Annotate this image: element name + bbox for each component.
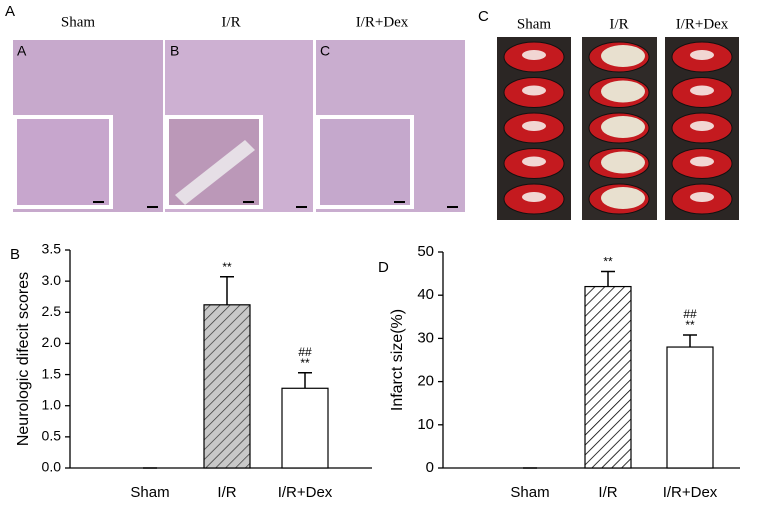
white-matter <box>690 121 714 131</box>
error-bar <box>683 334 697 348</box>
panel-label: B <box>10 246 20 263</box>
column-label: Sham <box>517 16 552 32</box>
y-tick-label: 30 <box>417 329 434 346</box>
y-tick-label: 0.0 <box>42 459 62 475</box>
x-tick-label: Sham <box>510 484 549 501</box>
y-tick-label: 10 <box>417 416 434 433</box>
white-matter <box>690 85 714 96</box>
significance-label: ## <box>298 345 312 359</box>
x-tick-label: I/R <box>598 484 617 501</box>
white-matter <box>522 192 546 202</box>
white-matter <box>690 50 714 60</box>
y-tick-label: 3.0 <box>42 272 62 288</box>
y-tick-label: 1.0 <box>42 396 62 412</box>
y-tick-label: 50 <box>417 243 434 260</box>
infarct <box>601 116 645 138</box>
white-matter <box>522 85 546 96</box>
infarct <box>601 80 645 103</box>
inset <box>316 115 414 209</box>
significance-label: ** <box>300 356 310 370</box>
bar <box>281 387 329 469</box>
y-axis-label: Infarct size(%) <box>389 309 406 411</box>
y-tick-label: 20 <box>417 373 434 390</box>
y-tick-label: 2.5 <box>42 303 62 319</box>
y-tick-label: 0.5 <box>42 428 62 444</box>
error-bar <box>601 270 615 287</box>
ttc-images <box>497 37 739 220</box>
significance-label: ** <box>603 255 613 269</box>
column-label: I/R <box>609 16 628 32</box>
panel-label: D <box>378 259 389 276</box>
x-tick-label: I/R+Dex <box>278 484 333 501</box>
significance-label: ** <box>685 318 695 332</box>
significance-label: ## <box>683 307 697 321</box>
bar <box>203 304 251 469</box>
y-tick-label: 0 <box>426 459 434 476</box>
white-matter <box>522 50 546 60</box>
error-bar <box>298 371 312 389</box>
histology-images <box>13 40 465 212</box>
y-tick-label: 40 <box>417 286 434 303</box>
white-matter <box>522 121 546 131</box>
panel-label: C <box>478 8 489 25</box>
error-bar <box>220 276 234 305</box>
sub-label: A <box>17 43 27 59</box>
white-matter <box>690 156 714 167</box>
bar <box>584 285 632 469</box>
column-label: I/R+Dex <box>356 14 409 30</box>
x-tick-label: Sham <box>130 484 169 501</box>
panel-label: A <box>5 3 15 20</box>
y-tick-label: 1.5 <box>42 365 62 381</box>
column-label: I/R <box>221 14 240 30</box>
vessel <box>175 140 255 205</box>
white-matter <box>522 156 546 167</box>
infarct <box>601 151 645 174</box>
x-tick-label: I/R <box>217 484 236 501</box>
y-axis-label: Neurologic difecit scores <box>15 272 32 446</box>
column-label: I/R+Dex <box>676 16 729 32</box>
infarct <box>601 45 645 67</box>
white-matter <box>690 192 714 202</box>
significance-label: ** <box>222 260 232 274</box>
inset <box>13 115 113 209</box>
column-label: Sham <box>61 14 96 30</box>
y-tick-label: 2.0 <box>42 334 62 350</box>
bar <box>666 346 714 469</box>
y-tick-label: 3.5 <box>42 241 62 257</box>
infarct <box>601 187 645 209</box>
sub-label: C <box>320 43 330 59</box>
x-tick-label: I/R+Dex <box>663 484 718 501</box>
sub-label: B <box>170 43 179 59</box>
